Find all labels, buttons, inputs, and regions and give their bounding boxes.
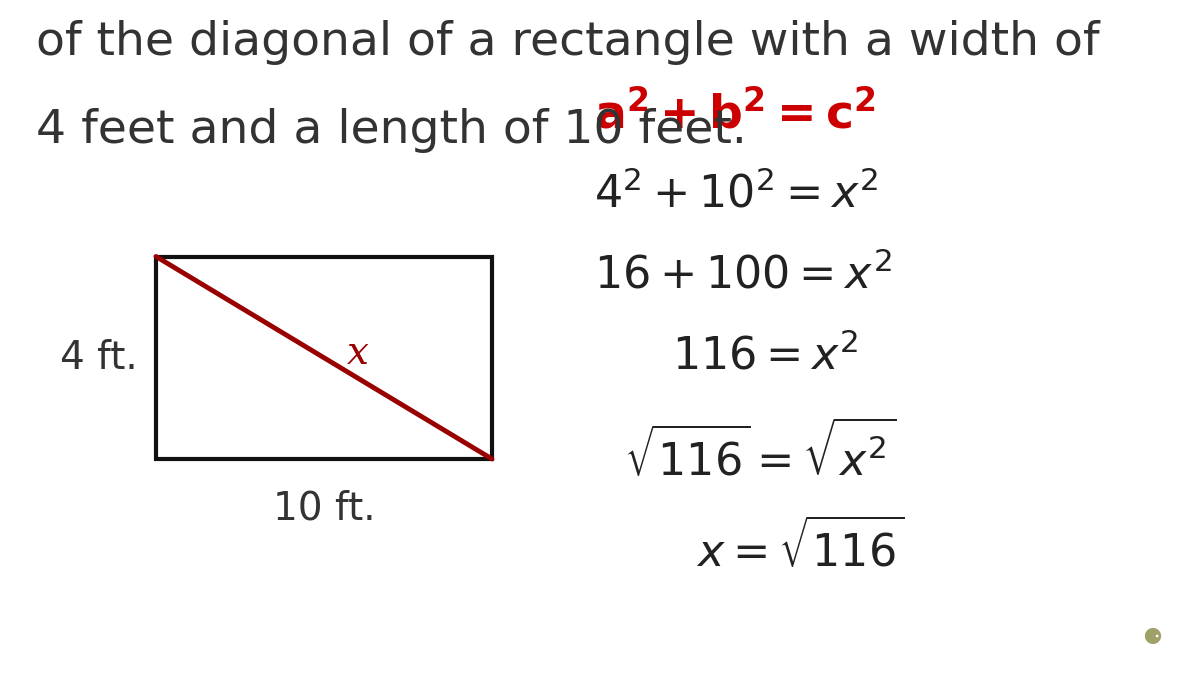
Text: x: x — [347, 335, 368, 372]
Text: $4^2+10^2=x^2$: $4^2+10^2=x^2$ — [594, 172, 878, 217]
Text: 4 feet and a length of 10 feet.: 4 feet and a length of 10 feet. — [36, 108, 746, 153]
Text: ⚈: ⚈ — [1142, 628, 1162, 648]
Text: $16+100=x^2$: $16+100=x^2$ — [594, 253, 892, 298]
Text: $\mathbf{a^2+b^2=c^2}$: $\mathbf{a^2+b^2=c^2}$ — [594, 91, 876, 138]
Text: $x=\sqrt{116}$: $x=\sqrt{116}$ — [696, 520, 904, 576]
Text: $116=x^2$: $116=x^2$ — [672, 334, 858, 379]
Bar — [156, 256, 492, 459]
Text: of the diagonal of a rectangle with a width of: of the diagonal of a rectangle with a wi… — [36, 20, 1099, 65]
Text: $\sqrt{116}=\sqrt{x^2}$: $\sqrt{116}=\sqrt{x^2}$ — [624, 422, 896, 485]
Text: 4 ft.: 4 ft. — [60, 339, 138, 377]
Text: 10 ft.: 10 ft. — [272, 489, 376, 527]
